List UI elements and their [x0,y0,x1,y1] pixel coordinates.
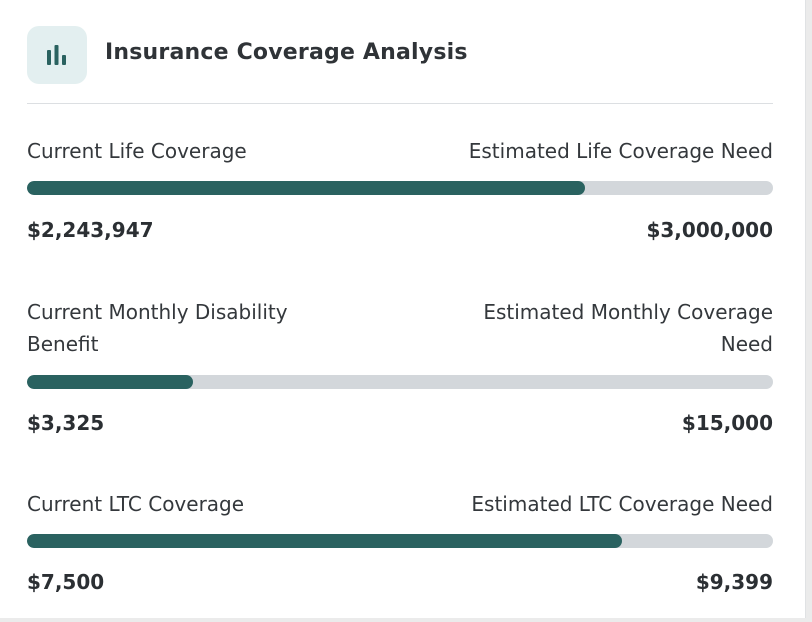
ltc-coverage-metric: Current LTC Coverage Estimated LTC Cover… [27,488,773,598]
current-monthly-disability-benefit-label: Current Monthly Disability Benefit [27,300,288,356]
current-ltc-coverage-label: Current LTC Coverage [27,492,245,516]
life-coverage-progress-track [27,181,773,195]
current-ltc-coverage-value: $7,500 [27,570,105,594]
ltc-progress-track [27,534,773,548]
estimated-life-coverage-need-value: $3,000,000 [646,218,773,242]
current-monthly-disability-benefit-value: $3,325 [27,411,105,435]
header-divider [27,103,773,104]
estimated-monthly-coverage-need-value: $15,000 [681,411,773,435]
life-coverage-metric: Current Life Coverage Estimated Life Cov… [27,135,773,245]
estimated-ltc-coverage-need-label: Estimated LTC Coverage Need [471,492,773,516]
ltc-progress-fill [27,534,623,548]
estimated-monthly-coverage-need-label: Estimated Monthly Coverage Need [483,300,773,356]
current-life-coverage-label: Current Life Coverage [27,139,247,163]
disability-progress-track [27,375,773,389]
estimated-ltc-coverage-need-value: $9,399 [695,570,773,594]
card-header: Insurance Coverage Analysis [27,26,773,86]
card-title: Insurance Coverage Analysis [105,40,468,65]
estimated-life-coverage-need-label: Estimated Life Coverage Need [468,139,773,163]
disability-progress-fill [27,375,193,389]
life-coverage-progress-fill [27,181,585,195]
bar-chart-icon [27,26,87,84]
disability-coverage-metric: Current Monthly Disability Benefit Estim… [27,296,773,441]
current-life-coverage-value: $2,243,947 [27,218,154,242]
